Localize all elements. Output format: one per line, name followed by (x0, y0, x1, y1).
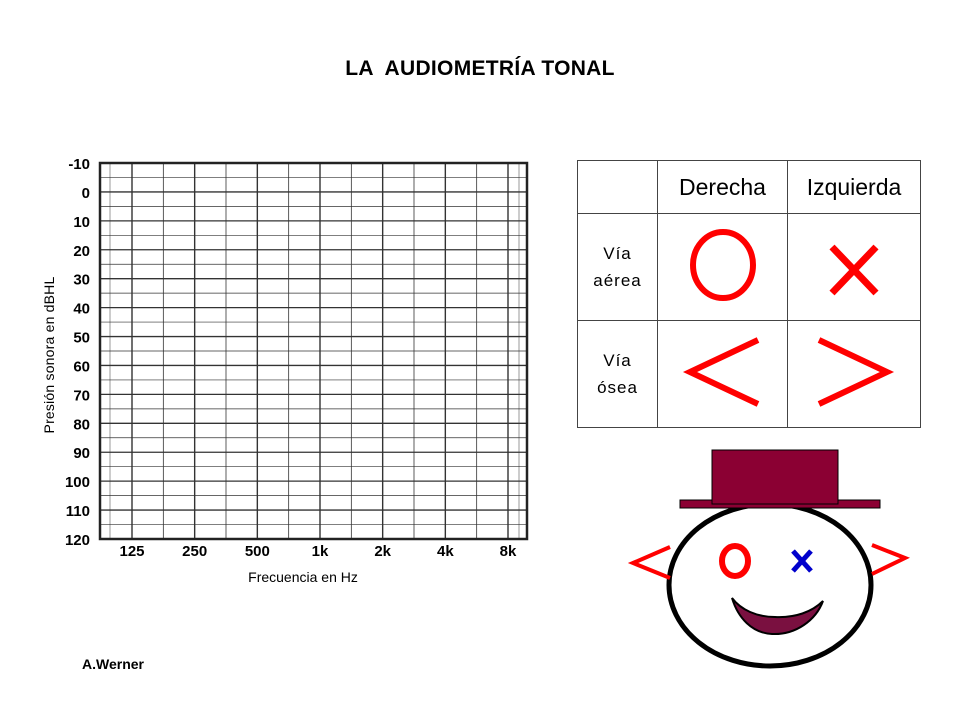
hat-crown (711, 449, 839, 505)
x-tick-label: 250 (182, 543, 207, 560)
row-label-bone: Vía ósea (577, 320, 658, 428)
page-title: LA AUDIOMETRÍA TONAL (345, 57, 615, 80)
audiogram-chart: -10 0 10 20 30 40 50 60 70 80 90 100 110 120 125 250 50… (41, 156, 529, 585)
y-tick-labels: -10 0 10 20 30 40 50 60 70 80 90 100 110 120 (65, 156, 90, 549)
y-tick-label: 100 (65, 474, 90, 491)
y-tick-label: 60 (73, 358, 90, 375)
y-tick-label: 70 (73, 387, 90, 404)
right-ear-icon (871, 543, 910, 576)
author-credit: A.Werner (82, 656, 144, 672)
x-tick-label: 125 (119, 543, 144, 560)
horizontal-gridlines (100, 162, 527, 540)
left-eye-icon (719, 543, 751, 579)
circle-symbol-icon (689, 228, 756, 301)
x-tick-label: 4k (437, 543, 454, 560)
y-axis-label: Presión sonora en dBHL (41, 277, 57, 434)
symbol-air-left-cell (787, 213, 921, 321)
y-tick-label: 110 (66, 503, 90, 520)
plot-frame (98, 161, 529, 541)
x-tick-label: 1k (312, 543, 329, 560)
x-tick-label: 2k (374, 543, 391, 560)
symbol-air-right-cell (657, 213, 788, 321)
x-axis-label: Frecuencia en Hz (248, 569, 358, 585)
symbol-legend-table: Derecha Izquierda Vía aérea Vía ósea (577, 160, 921, 428)
row-label-air-line2: aérea (593, 271, 642, 290)
header-right-ear: Derecha (657, 160, 788, 214)
y-tick-label: -10 (68, 156, 90, 173)
row-label-air: Vía aérea (577, 213, 658, 321)
y-tick-label: 120 (65, 532, 90, 549)
x-tick-labels: 125 250 500 1k 2k 4k 8k (119, 543, 517, 560)
y-tick-label: 40 (73, 301, 90, 318)
less-than-symbol-icon (682, 336, 759, 407)
cross-symbol-icon (829, 244, 879, 295)
y-tick-label: 20 (73, 243, 90, 260)
smile-mouth (731, 597, 824, 636)
legend-corner-cell (577, 160, 658, 214)
x-tick-label: 500 (245, 543, 270, 560)
y-tick-label: 50 (73, 330, 90, 347)
y-tick-label: 10 (73, 214, 90, 231)
row-label-bone-line2: ósea (597, 378, 638, 397)
x-tick-label: 8k (500, 543, 517, 560)
y-tick-label: 90 (73, 445, 90, 462)
left-ear-icon (627, 545, 671, 580)
face-illustration (627, 449, 910, 669)
y-tick-label: 0 (82, 185, 90, 202)
y-tick-label: 80 (73, 416, 90, 433)
y-tick-label: 30 (73, 272, 90, 289)
row-label-air-line1: Vía (603, 244, 632, 263)
right-eye-icon (791, 549, 813, 573)
symbol-bone-left-cell (787, 320, 921, 428)
symbol-bone-right-cell (657, 320, 788, 428)
greater-than-symbol-icon (817, 336, 895, 407)
row-label-bone-line1: Vía (603, 351, 632, 370)
header-left-ear: Izquierda (787, 160, 921, 214)
head-outline (666, 501, 874, 669)
